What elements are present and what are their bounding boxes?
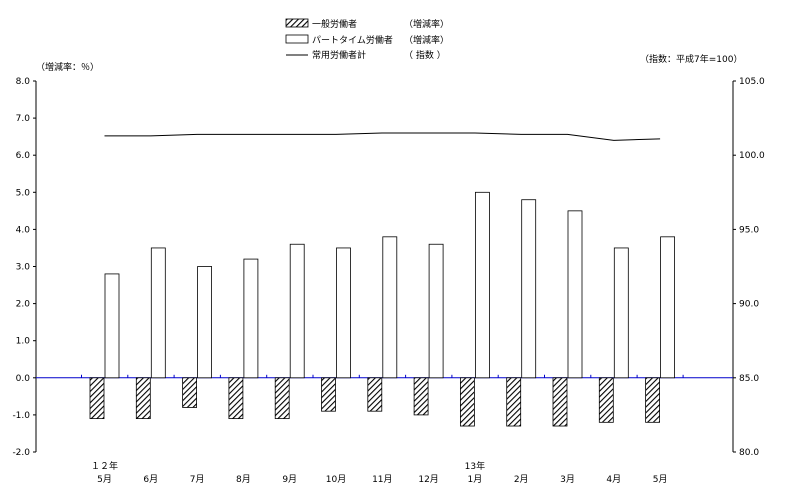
right-tick-label: 95.0 [739,225,759,235]
left-tick-label: 2.0 [16,300,31,310]
x-tick-label: 9月 [282,474,297,485]
left-tick-label: 1.0 [16,337,31,347]
bar-part [521,199,537,379]
x-tick-label: 12月 [418,474,438,485]
bar-part [382,236,398,379]
x-tick-label: 6月 [143,474,158,485]
left-tick-label: 0.0 [16,374,31,384]
bar-ippan [182,377,198,408]
bars [81,191,684,427]
bar-ippan [89,377,105,420]
x-axis-labels: 5月 6月 7月 8月 9月 10月 11月 12月 1月 2月 3月 4月 5月 １２年 13年 [91,460,667,485]
right-tick-label: 85.0 [739,374,759,384]
bar-part [613,247,629,379]
left-tick-label: 3.0 [16,263,31,273]
legend-label-0: 一般労働者 [312,18,357,30]
right-tick-label: 100.0 [739,151,765,161]
x-tick-label: 5月 [653,474,668,485]
bar-ippan [228,377,244,420]
left-tick-label: 8.0 [16,77,31,87]
legend-label-1: パートタイム労働者 [312,34,393,46]
x-tick-label: 3月 [560,474,575,485]
legend-swatch-hatched [285,18,309,28]
left-axis-ticks: 8.0 7.0 6.0 5.0 4.0 3.0 2.0 1.0 0.0 -1.0 -2.0 [12,77,36,458]
left-tick-label: 5.0 [16,188,31,198]
left-tick-label: 6.0 [16,151,31,161]
x-tick-label: 2月 [514,474,529,485]
x-tick-label: 11月 [372,474,392,485]
legend-label-2: 常用労働者計 [312,49,366,61]
legend-note-2: （ 指数 ） [404,49,446,61]
bar-part [197,266,213,379]
bar-part [243,258,259,379]
left-tick-label: 4.0 [16,225,31,235]
left-tick-label: 7.0 [16,114,31,124]
x-year-label: 13年 [465,460,485,472]
bar-ippan [274,377,290,420]
legend-note-1: （増減率） [404,34,449,46]
x-year-label: １２年 [91,460,118,472]
legend: 一般労働者 （増減率） パートタイム労働者 （増減率） 常用労働者計 （ 指数 … [285,18,449,61]
bar-part [150,247,166,379]
line-series [104,132,661,141]
right-axis-ticks: 105.0 100.0 95.0 90.0 85.0 80.0 [733,77,765,458]
line-jouyou [104,132,661,141]
bar-ippan [645,377,660,423]
bar-part [660,236,675,379]
left-axis-title: （増減率：％） [36,61,99,73]
x-tick-label: 5月 [97,474,112,485]
bar-ippan [459,377,475,427]
bar-ippan [321,377,336,412]
right-tick-label: 105.0 [739,77,765,87]
x-tick-label: 7月 [190,474,205,485]
legend-note-0: （増減率） [404,18,449,30]
left-tick-label: -1.0 [12,411,30,421]
x-tick-label: 4月 [606,474,621,485]
left-tick-label: -2.0 [12,448,30,458]
bar-ippan [413,377,429,416]
bar-part [289,243,305,379]
x-tick-label: 10月 [326,474,346,485]
x-tick-label: 1月 [468,474,483,485]
bar-part [474,191,490,379]
legend-swatch-white [285,34,309,44]
bar-ippan [367,377,383,412]
bar-ippan [135,377,151,420]
bar-part [567,210,583,379]
bar-ippan [506,377,522,427]
bar-ippan [598,377,614,423]
bar-part [104,273,120,379]
right-axis-title: （指数：平成7年=100） [640,53,742,65]
bar-part [336,247,351,379]
bar-ippan [552,377,568,427]
right-tick-label: 80.0 [739,448,759,458]
x-tick-label: 8月 [236,474,251,485]
right-tick-label: 90.0 [739,300,759,310]
bar-part [428,243,444,379]
